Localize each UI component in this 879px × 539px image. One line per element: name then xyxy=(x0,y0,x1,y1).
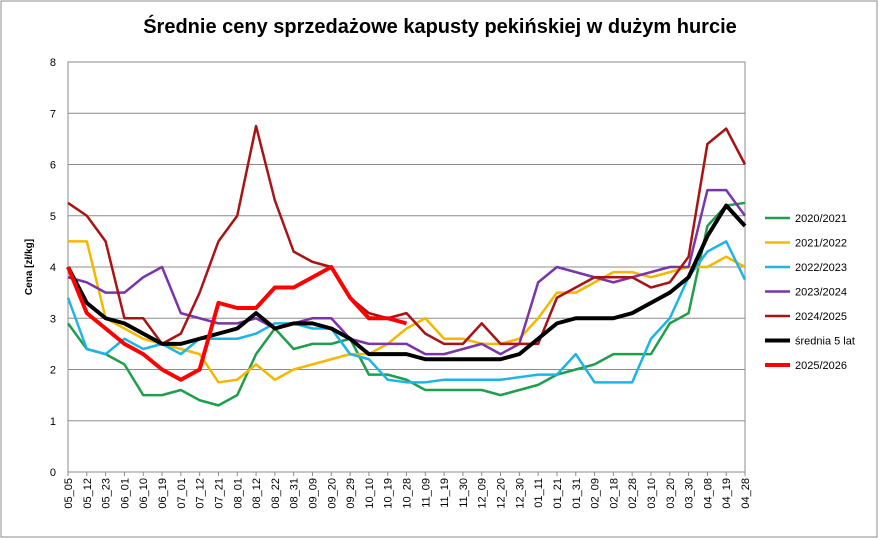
x-tick-label: 04_28 xyxy=(740,478,752,509)
x-tick-label: 05_12 xyxy=(82,478,94,509)
y-tick-label: 4 xyxy=(50,262,56,274)
y-tick-label: 3 xyxy=(50,313,56,325)
x-tick-label: 07_01 xyxy=(176,478,188,509)
x-tick-label: 12_09 xyxy=(477,478,489,509)
series-line xyxy=(66,240,747,384)
y-tick-label: 2 xyxy=(50,365,56,377)
series-line xyxy=(67,124,747,346)
series-line xyxy=(66,201,746,407)
x-tick-label: 04_08 xyxy=(702,478,714,509)
x-tick-label: 03_10 xyxy=(646,478,658,509)
legend-label: 2023/2024 xyxy=(795,287,847,299)
x-tick-label: 07_21 xyxy=(213,478,225,509)
x-tick-label: 02_09 xyxy=(590,478,602,509)
x-tick-label: 08_12 xyxy=(251,478,263,509)
x-tick-label: 10_10 xyxy=(364,478,376,509)
x-tick-label: 08_22 xyxy=(270,478,282,509)
x-tick-label: 02_18 xyxy=(608,478,620,509)
legend-label: średnia 5 lat xyxy=(795,336,855,348)
x-tick-label: 06_10 xyxy=(138,478,150,509)
x-tick-label: 05_23 xyxy=(101,478,113,509)
legend-label: 2025/2026 xyxy=(795,360,847,372)
x-tick-label: 08_31 xyxy=(289,478,301,509)
x-tick-label: 10_19 xyxy=(383,478,395,509)
legend-label: 2021/2022 xyxy=(795,238,847,250)
y-tick-label: 7 xyxy=(50,108,56,120)
series-line xyxy=(66,265,408,382)
x-tick-label: 11_30 xyxy=(458,478,470,508)
x-tick-label: 01_21 xyxy=(552,478,564,509)
y-tick-label: 0 xyxy=(50,467,56,479)
x-tick-label: 01_11 xyxy=(533,478,545,508)
y-axis-label: Cena [zł/kg] xyxy=(24,239,35,295)
y-tick-label: 5 xyxy=(50,211,56,223)
series-line xyxy=(68,240,746,384)
chart-title: Średnie ceny sprzedażowe kapusty pekińsk… xyxy=(143,14,737,38)
y-tick-label: 1 xyxy=(50,416,56,428)
x-tick-label: 08_01 xyxy=(232,478,244,509)
y-tick-label: 6 xyxy=(50,160,56,172)
x-tick-label: 09_29 xyxy=(345,478,357,509)
y-tick-label: 8 xyxy=(50,57,56,69)
x-tick-label: 03_30 xyxy=(684,478,696,509)
legend-label: 2022/2023 xyxy=(795,262,847,274)
x-tick-label: 05_05 xyxy=(63,478,75,509)
legend-label: 2024/2025 xyxy=(795,311,847,323)
legend-label: 2020/2021 xyxy=(795,213,847,225)
x-tick-label: 09_20 xyxy=(326,478,338,509)
x-tick-label: 09_09 xyxy=(307,478,319,509)
x-tick-label: 06_01 xyxy=(119,478,131,509)
x-tick-label: 06_19 xyxy=(157,478,169,509)
x-tick-label: 01_31 xyxy=(571,478,583,509)
x-tick-label: 11_19 xyxy=(439,478,451,508)
x-tick-label: 02_28 xyxy=(627,478,639,509)
series-line xyxy=(66,203,747,362)
x-tick-label: 12_30 xyxy=(514,478,526,509)
x-tick-label: 10_28 xyxy=(402,478,414,509)
x-tick-label: 12_20 xyxy=(496,478,508,509)
x-tick-label: 07_12 xyxy=(195,478,207,509)
x-tick-label: 03_20 xyxy=(665,478,677,509)
x-tick-label: 11_09 xyxy=(420,478,432,508)
x-tick-label: 04_19 xyxy=(721,478,733,509)
